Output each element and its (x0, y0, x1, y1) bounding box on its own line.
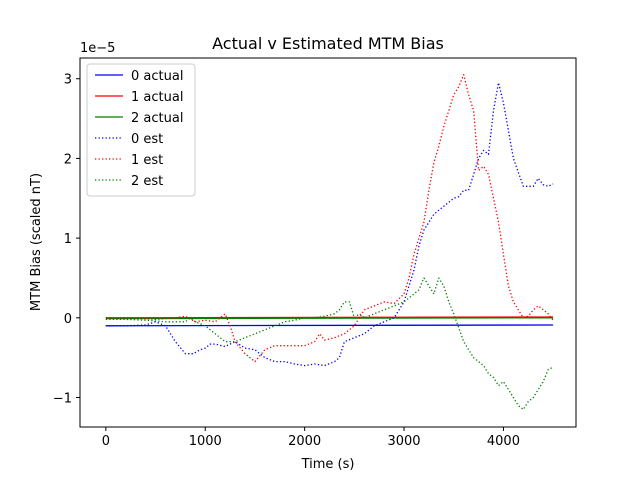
legend-label: 2 est (131, 174, 163, 189)
x-axis-label: Time (s) (301, 457, 355, 472)
x-axis: 0 1000 2000 3000 4000 (102, 427, 520, 449)
x-tick-label: 3000 (387, 434, 420, 449)
y-offset-label: 1e−5 (80, 41, 115, 56)
x-tick-label: 4000 (487, 434, 520, 449)
y-tick-label: 0 (64, 312, 72, 327)
legend-label: 0 est (131, 132, 163, 147)
series-line-0 (105, 324, 554, 327)
y-tick-label: −1 (53, 392, 72, 407)
chart-title: Actual v Estimated MTM Bias (212, 34, 444, 53)
y-tick-label: 3 (64, 73, 72, 88)
legend-label: 2 actual (131, 111, 183, 126)
plot-series (105, 74, 554, 411)
series-line-1 (105, 316, 554, 319)
y-tick-label: 2 (64, 152, 72, 167)
series-line-3 (105, 82, 554, 367)
legend-label: 1 actual (131, 90, 183, 105)
y-tick-label: 1 (64, 232, 72, 247)
legend: 0 actual 1 actual 2 actual 0 est 1 est 2 est (86, 63, 196, 197)
series-line-4 (105, 74, 554, 363)
plot-frame (79, 57, 577, 428)
x-tick-label: 0 (102, 434, 110, 449)
series-line-2 (105, 317, 554, 320)
x-tick-label: 1000 (189, 434, 222, 449)
y-axis-label: MTM Bias (scaled nT) (29, 173, 44, 311)
series-line-5 (105, 277, 554, 411)
y-axis: −1 0 1 2 3 (53, 73, 80, 407)
legend-label: 1 est (131, 153, 163, 168)
legend-label: 0 actual (131, 69, 183, 84)
x-tick-label: 2000 (288, 434, 321, 449)
legend-box (86, 63, 196, 197)
